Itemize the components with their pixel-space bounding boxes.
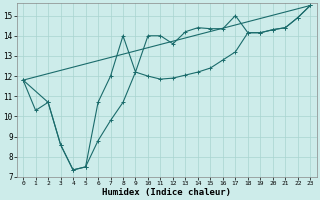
- X-axis label: Humidex (Indice chaleur): Humidex (Indice chaleur): [102, 188, 231, 197]
